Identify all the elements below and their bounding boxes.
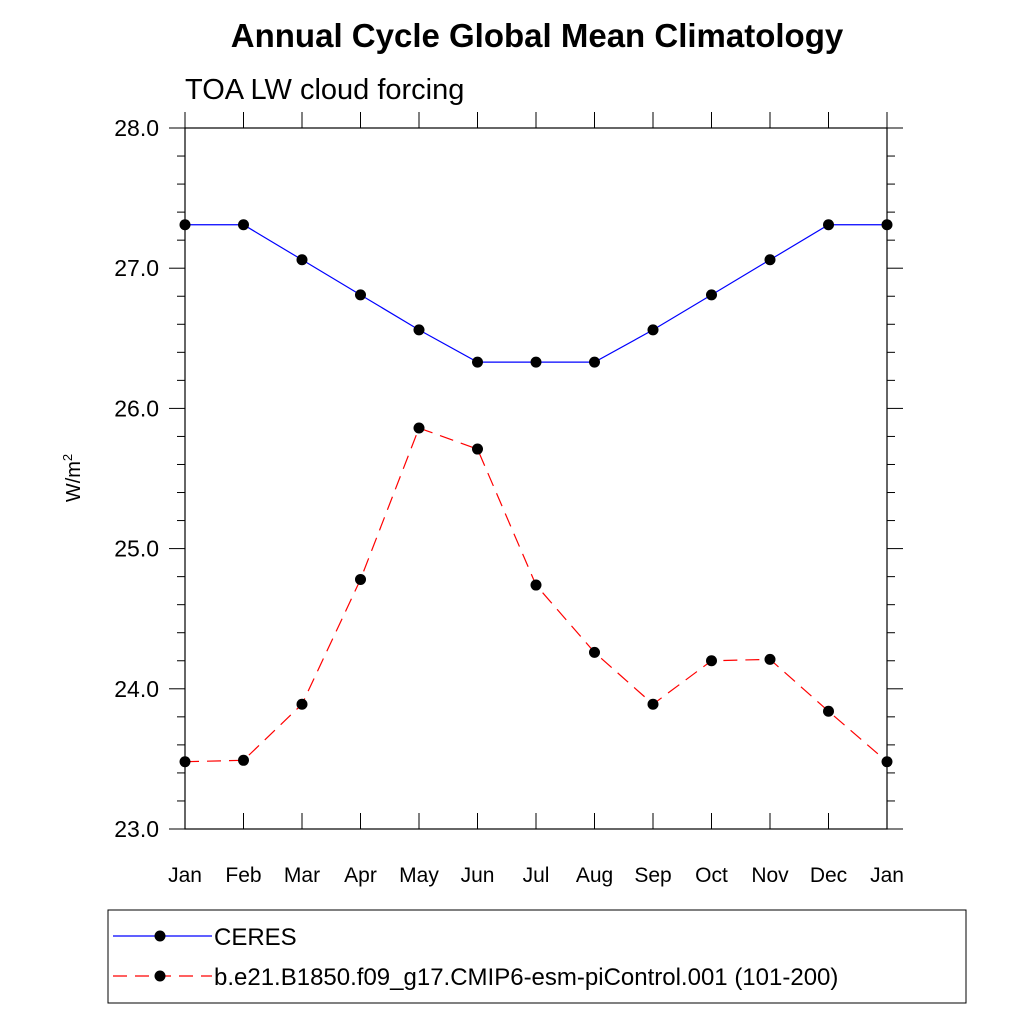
x-tick-label: May [399, 864, 439, 887]
series-line [184, 427, 888, 763]
series-layer [179, 219, 893, 768]
x-tick-label: Jul [523, 864, 550, 887]
data-point [413, 324, 425, 336]
legend-label: b.e21.B1850.f09_g17.CMIP6-esm-piControl.… [214, 964, 838, 991]
y-tick-label: 25.0 [114, 536, 159, 562]
data-point [881, 219, 893, 231]
x-tick-label: Nov [751, 864, 789, 887]
series-2 [179, 422, 893, 768]
data-point [589, 356, 600, 368]
data-point [706, 655, 717, 667]
x-tick-label: Oct [695, 864, 728, 887]
data-point [530, 356, 542, 368]
x-tick-label: Jan [870, 864, 904, 887]
plot-frame [184, 127, 888, 830]
x-tick-label: Jun [461, 864, 495, 887]
data-point [472, 356, 483, 368]
legend-marker [154, 930, 166, 942]
data-point [647, 324, 659, 336]
x-tick-label: Feb [225, 864, 261, 887]
series-1 [179, 219, 893, 368]
data-point [472, 443, 483, 455]
data-point [530, 579, 542, 591]
legend-label: CERES [214, 924, 297, 951]
legend-box [107, 909, 967, 1004]
y-tick-label: 26.0 [114, 395, 159, 421]
chart-subtitle: TOA LW cloud forcing [185, 74, 464, 106]
y-tick-label: 24.0 [114, 676, 159, 702]
data-point [823, 705, 834, 717]
data-point [355, 573, 366, 585]
data-point [179, 219, 191, 231]
y-tick-label: 27.0 [114, 255, 159, 281]
data-point [179, 756, 191, 768]
data-point [355, 289, 366, 301]
data-point [238, 219, 249, 231]
x-tick-label: Aug [576, 864, 613, 887]
data-point [413, 422, 425, 434]
data-point [823, 219, 834, 231]
data-point [296, 254, 308, 266]
plot-axes: 23.0 24.0 25.0 26.0 27.0 28.0 Jan Feb Mar Apr May J… [114, 112, 904, 887]
legend: CERES b.e21.B1850.f09_g17.CMIP6-esm-piCon… [107, 909, 967, 1004]
data-point [881, 756, 893, 768]
x-tick-label: Sep [634, 864, 671, 887]
x-tick-label: Jan [168, 864, 202, 887]
series-line [185, 224, 887, 363]
data-point [764, 653, 776, 665]
x-tick-label: Apr [344, 864, 377, 887]
x-tick-label: Dec [810, 864, 847, 887]
y-axis-label: W/m2 [60, 454, 85, 502]
data-point [764, 254, 776, 266]
data-point [647, 698, 659, 710]
data-point [589, 646, 600, 658]
data-point [296, 698, 308, 710]
data-point [238, 754, 249, 766]
y-tick-label: 28.0 [114, 115, 159, 141]
legend-marker [154, 970, 166, 982]
y-tick-label: 23.0 [114, 816, 159, 842]
chart-title: Annual Cycle Global Mean Climatology [231, 17, 844, 54]
data-point [706, 289, 717, 301]
x-tick-label: Mar [284, 864, 320, 887]
